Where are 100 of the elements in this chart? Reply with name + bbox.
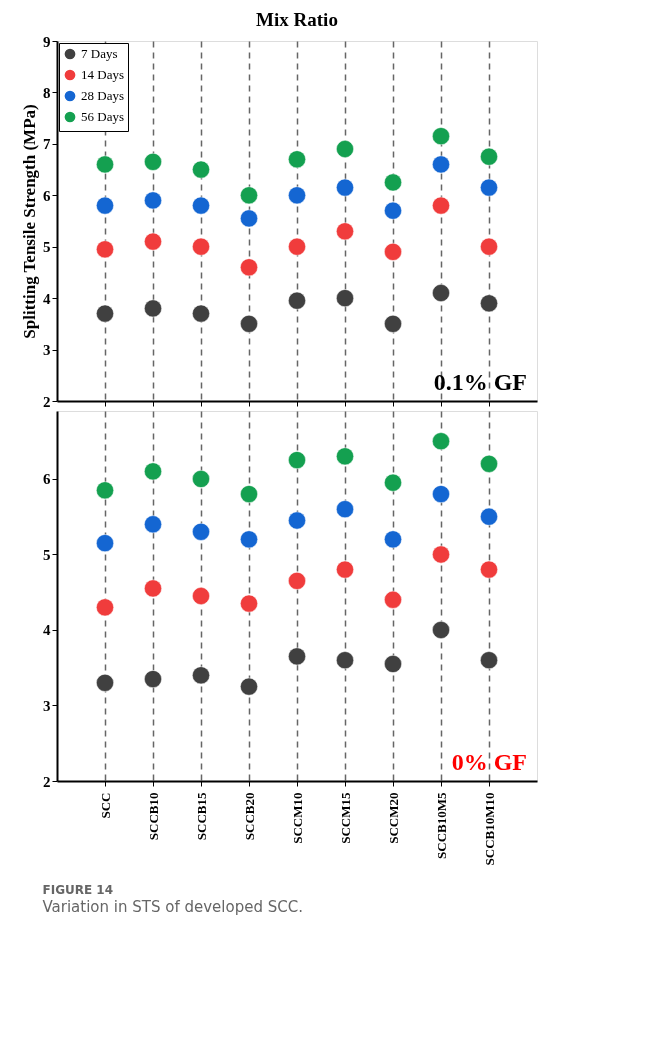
point (432, 196, 450, 215)
point (192, 160, 210, 179)
legend-label: 7 Days (81, 46, 118, 61)
point (192, 470, 210, 488)
y-tick-label: 4 (43, 622, 51, 639)
y-tick-label: 8 (43, 84, 51, 101)
point (288, 291, 306, 310)
chart-title: Mix Ratio (256, 9, 338, 30)
point (432, 545, 450, 564)
point (192, 237, 210, 256)
point (96, 481, 114, 500)
point (144, 299, 162, 318)
point (432, 127, 450, 146)
y-tick-label: 9 (43, 33, 51, 50)
point (144, 462, 162, 481)
point (288, 647, 306, 666)
point (192, 587, 210, 605)
point (336, 140, 354, 158)
point (480, 454, 498, 473)
x-tick-label: SCCB10 (145, 792, 161, 841)
point (384, 590, 402, 609)
point (96, 240, 114, 259)
point (288, 451, 306, 469)
point (384, 655, 402, 673)
point (144, 191, 162, 210)
point (192, 304, 210, 323)
point (288, 572, 306, 590)
point (288, 186, 306, 205)
point (288, 150, 306, 169)
point (336, 222, 354, 241)
point (384, 473, 402, 492)
point (336, 560, 354, 579)
point (336, 500, 354, 519)
y-tick-label: 3 (43, 342, 51, 359)
point (480, 147, 498, 166)
point (384, 201, 402, 220)
point (96, 155, 114, 174)
x-tick-label: SCCB20 (241, 792, 257, 841)
point (144, 670, 162, 688)
point (432, 432, 450, 451)
point (144, 152, 162, 171)
x-tick-label: SCCB15 (193, 792, 209, 841)
point (240, 314, 258, 333)
y-tick-label: 4 (43, 290, 51, 307)
point (480, 294, 498, 313)
legend-label: 28 Days (81, 88, 124, 103)
point (240, 677, 258, 696)
point (432, 621, 450, 639)
point (240, 209, 258, 228)
point (96, 304, 114, 323)
point (336, 289, 354, 308)
point (288, 237, 306, 256)
annotation: 0% GF (451, 749, 527, 775)
point (240, 530, 258, 549)
point (192, 196, 210, 215)
point (384, 314, 402, 333)
point (384, 242, 402, 261)
point (480, 651, 498, 670)
point (144, 579, 162, 598)
point (384, 530, 402, 549)
point (288, 511, 306, 530)
point (240, 186, 258, 205)
point (480, 237, 498, 256)
point (432, 485, 450, 503)
y-tick-label: 3 (43, 697, 51, 714)
point (240, 258, 258, 277)
point (144, 232, 162, 251)
point (432, 155, 450, 174)
y-tick-label: 6 (43, 471, 51, 488)
y-tick-label: 5 (43, 239, 51, 256)
point (432, 284, 450, 302)
point (192, 666, 210, 685)
point (336, 651, 354, 670)
y-axis-title: Splitting Tensile Strength (MPa) (20, 104, 39, 339)
y-tick-label: 7 (43, 136, 51, 153)
y-tick-label: 2 (43, 773, 51, 790)
y-tick-label: 5 (43, 546, 51, 563)
x-tick-label: SCCM20 (385, 792, 401, 844)
annotation: 0.1% GF (433, 369, 527, 395)
x-tick-label: SCCB10M10 (481, 792, 497, 866)
point (480, 178, 498, 197)
caption: FIGURE 14 (42, 882, 114, 897)
y-tick-label: 6 (43, 187, 51, 204)
point (240, 485, 258, 503)
point (240, 594, 258, 613)
legend-label: 14 Days (81, 67, 124, 82)
point (480, 560, 498, 579)
point (384, 173, 402, 192)
text: Variation in STS of developed SCC. (42, 897, 303, 916)
legend-label: 56 Days (81, 109, 124, 124)
point (144, 515, 162, 534)
x-tick-label: SCC (97, 792, 113, 819)
point (336, 178, 354, 197)
point (96, 534, 114, 553)
x-tick-label: SCCB10M5 (433, 792, 449, 859)
point (96, 598, 114, 617)
y-tick-label: 2 (43, 393, 51, 410)
point (96, 673, 114, 692)
point (96, 196, 114, 215)
point (192, 522, 210, 541)
